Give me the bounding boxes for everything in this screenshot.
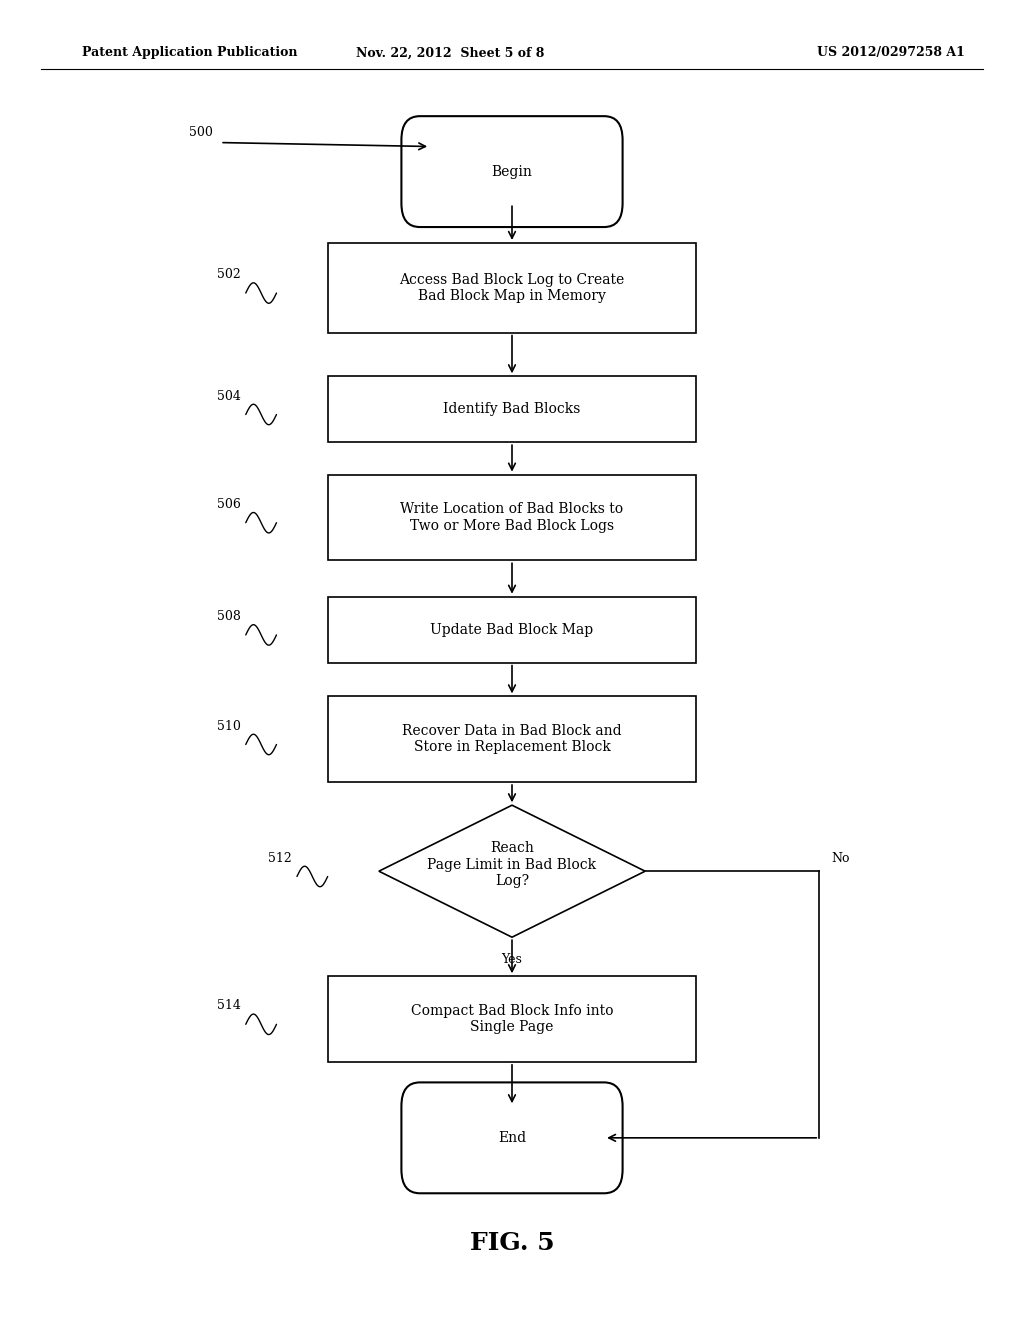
Text: 502: 502: [217, 268, 241, 281]
Text: Write Location of Bad Blocks to
Two or More Bad Block Logs: Write Location of Bad Blocks to Two or M…: [400, 503, 624, 532]
Text: Identify Bad Blocks: Identify Bad Blocks: [443, 403, 581, 416]
Text: 500: 500: [189, 125, 213, 139]
Text: Begin: Begin: [492, 165, 532, 178]
Text: Patent Application Publication: Patent Application Publication: [82, 46, 297, 59]
Text: End: End: [498, 1131, 526, 1144]
Text: 512: 512: [268, 851, 292, 865]
Text: Nov. 22, 2012  Sheet 5 of 8: Nov. 22, 2012 Sheet 5 of 8: [356, 46, 545, 59]
FancyBboxPatch shape: [401, 116, 623, 227]
Bar: [328, 376, 696, 442]
Bar: [328, 474, 696, 560]
Text: 504: 504: [217, 389, 241, 403]
Text: No: No: [831, 851, 850, 865]
Text: Access Bad Block Log to Create
Bad Block Map in Memory: Access Bad Block Log to Create Bad Block…: [399, 273, 625, 302]
Text: 508: 508: [217, 610, 241, 623]
Text: Recover Data in Bad Block and
Store in Replacement Block: Recover Data in Bad Block and Store in R…: [402, 725, 622, 754]
Bar: [328, 243, 696, 333]
Text: Compact Bad Block Info into
Single Page: Compact Bad Block Info into Single Page: [411, 1005, 613, 1034]
Text: Update Bad Block Map: Update Bad Block Map: [430, 623, 594, 636]
Polygon shape: [379, 805, 645, 937]
Bar: [328, 597, 696, 663]
FancyBboxPatch shape: [401, 1082, 623, 1193]
Text: 506: 506: [217, 498, 241, 511]
Text: FIG. 5: FIG. 5: [470, 1232, 554, 1255]
Text: Yes: Yes: [502, 953, 522, 966]
Text: 514: 514: [217, 999, 241, 1012]
Text: Reach
Page Limit in Bad Block
Log?: Reach Page Limit in Bad Block Log?: [427, 841, 597, 888]
Bar: [328, 697, 696, 781]
Bar: [328, 977, 696, 1061]
Text: 510: 510: [217, 719, 241, 733]
Text: US 2012/0297258 A1: US 2012/0297258 A1: [817, 46, 965, 59]
